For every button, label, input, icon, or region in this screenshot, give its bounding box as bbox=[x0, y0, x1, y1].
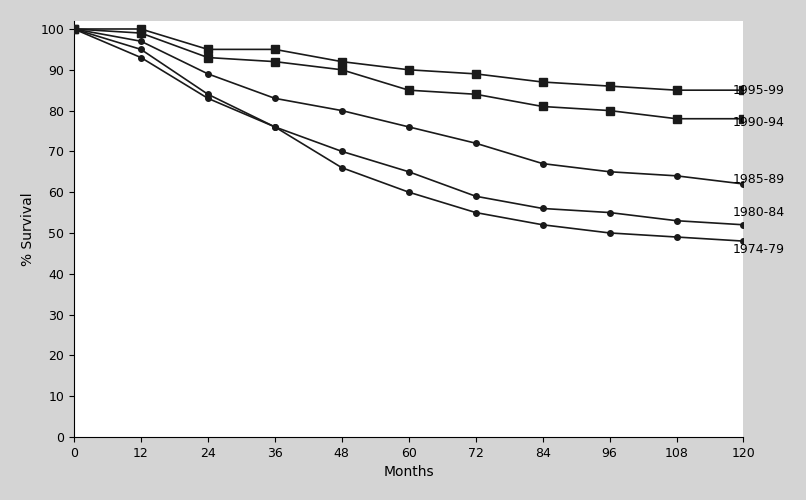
Y-axis label: % Survival: % Survival bbox=[21, 192, 35, 266]
X-axis label: Months: Months bbox=[384, 465, 434, 479]
Text: 1985-89: 1985-89 bbox=[733, 174, 784, 186]
Text: 1990-94: 1990-94 bbox=[733, 116, 784, 130]
Text: 1995-99: 1995-99 bbox=[733, 84, 784, 96]
Text: 1980-84: 1980-84 bbox=[733, 206, 784, 219]
Text: 1974-79: 1974-79 bbox=[733, 243, 784, 256]
